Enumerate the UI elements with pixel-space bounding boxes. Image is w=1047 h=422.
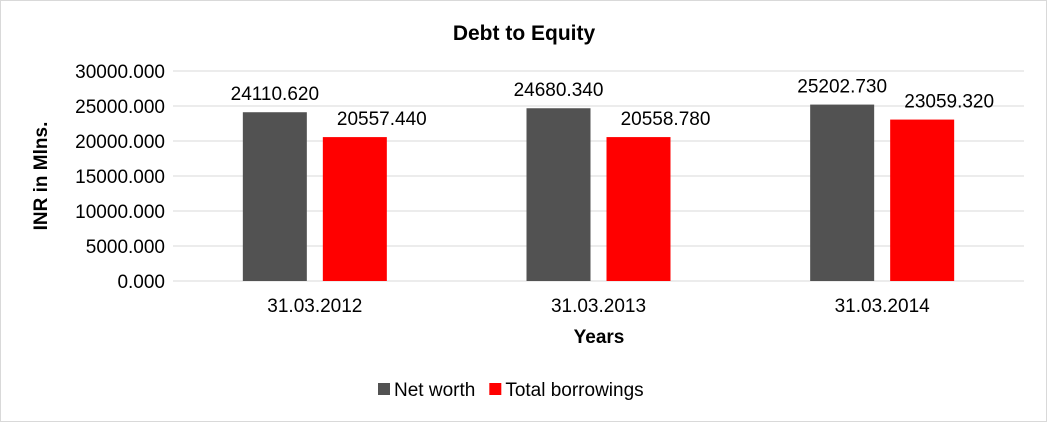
bar-total-borrowings [890, 119, 955, 281]
y-tick-label: 25000.000 [75, 97, 165, 118]
data-label: 23059.320 [904, 92, 994, 113]
x-tick-label: 31.03.2014 [835, 296, 931, 317]
y-tick-label: 0.000 [117, 272, 165, 293]
bar-total-borrowings [606, 137, 671, 281]
bar-net-worth [810, 104, 875, 281]
bar-net-worth [242, 112, 307, 281]
legend-label: Net worth [394, 380, 475, 401]
data-label: 24110.620 [231, 84, 319, 105]
y-axis-label: INR in Mlns. [31, 122, 52, 231]
x-tick-label: 31.03.2012 [267, 296, 362, 317]
y-tick-label: 10000.000 [75, 202, 165, 223]
x-tick-label: 31.03.2013 [551, 296, 646, 317]
y-tick-label: 30000.000 [75, 62, 165, 83]
chart-title: Debt to Equity [453, 22, 596, 45]
y-tick-label: 20000.000 [75, 132, 165, 153]
data-label: 24680.340 [514, 80, 604, 101]
data-label: 25202.730 [797, 77, 887, 98]
legend-swatch [489, 383, 502, 395]
legend-swatch [378, 383, 390, 395]
y-tick-label: 5000.000 [86, 237, 165, 258]
data-label: 20558.780 [621, 109, 711, 130]
legend-label: Total borrowings [505, 380, 643, 401]
x-axis-label: Years [574, 327, 625, 348]
bar-total-borrowings [322, 137, 387, 281]
y-tick-label: 15000.000 [75, 167, 165, 188]
bar-net-worth [526, 108, 591, 282]
data-label: 20557.440 [337, 109, 427, 130]
